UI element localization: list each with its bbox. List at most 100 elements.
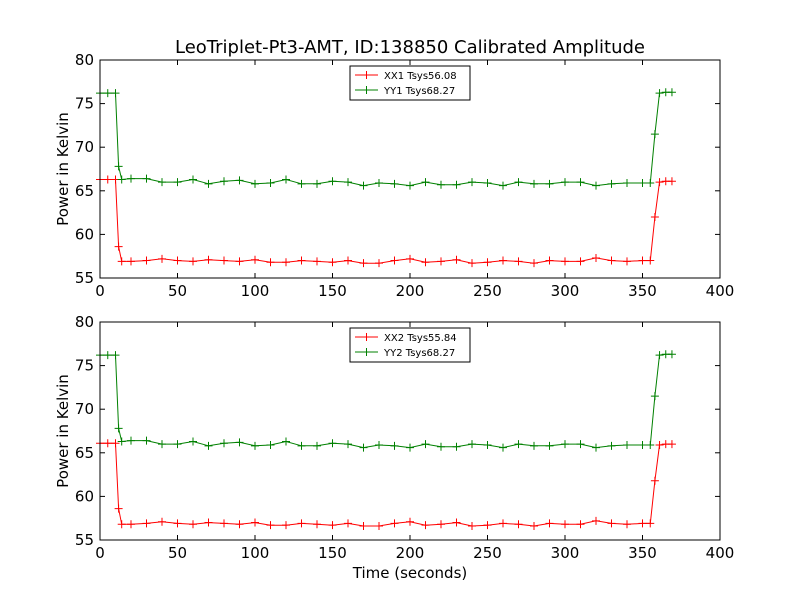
data-point-marker — [235, 438, 244, 447]
data-point-marker — [173, 256, 182, 265]
data-point-marker — [545, 179, 554, 188]
data-point-marker — [142, 519, 151, 528]
legend-marker — [362, 86, 371, 94]
data-point-marker — [375, 440, 383, 449]
plot-frame — [99, 59, 721, 279]
data-point-marker — [220, 439, 228, 448]
data-point-marker — [114, 504, 123, 513]
data-point-marker — [421, 178, 430, 187]
data-point-marker — [650, 130, 659, 139]
data-point-marker — [282, 437, 290, 446]
data-point-marker — [189, 437, 197, 446]
data-point-marker — [375, 522, 383, 531]
data-point-marker — [297, 179, 306, 188]
data-point-marker — [514, 178, 523, 187]
data-point-marker — [468, 259, 476, 268]
data-point-marker — [344, 519, 352, 528]
data-point-marker — [623, 257, 631, 266]
data-point-marker — [251, 179, 259, 188]
data-point-marker — [282, 521, 290, 530]
data-point-marker — [117, 437, 126, 446]
y-tick-label: 70 — [75, 138, 94, 156]
data-point-marker — [437, 257, 445, 266]
legend-entry: YY1 Tsys68.27 — [383, 86, 455, 97]
data-point-marker — [514, 257, 523, 266]
data-point-marker — [530, 522, 538, 531]
data-point-marker — [576, 257, 585, 266]
data-point-marker — [266, 440, 275, 449]
data-point-marker — [282, 258, 290, 267]
data-point-marker — [499, 519, 507, 528]
data-point-marker — [576, 178, 585, 187]
data-point-marker — [406, 254, 414, 263]
data-point-marker — [189, 175, 197, 184]
data-point-marker — [103, 351, 112, 360]
x-tick-label: 300 — [551, 544, 580, 562]
data-point-marker — [655, 440, 664, 449]
y-tick-label: 75 — [75, 95, 94, 113]
data-point-marker — [437, 442, 445, 451]
legend: XX2 Tsys55.84 YY2 Tsys68.27 — [349, 327, 471, 363]
data-point-marker — [452, 255, 461, 264]
data-point-marker — [114, 242, 123, 251]
data-point-marker — [638, 440, 647, 449]
y-tick-label: 65 — [75, 182, 94, 200]
data-point-marker — [344, 178, 352, 187]
data-point-marker — [117, 175, 126, 184]
data-point-marker — [173, 440, 182, 449]
data-point-marker — [158, 254, 166, 263]
data-point-marker — [127, 436, 135, 445]
chart-title: LeoTriplet-Pt3-AMT, ID:138850 Calibrated… — [175, 37, 645, 58]
data-point-marker — [204, 441, 213, 450]
legend-entry: YY2 Tsys68.27 — [383, 348, 455, 359]
data-point-marker — [313, 179, 321, 188]
data-point-marker — [359, 259, 368, 268]
data-point-marker — [328, 177, 337, 186]
data-point-marker — [483, 521, 492, 530]
legend-entry: XX2 Tsys55.84 — [384, 333, 457, 344]
x-tick-label: 200 — [396, 544, 425, 562]
x-tick-label: 150 — [318, 544, 347, 562]
data-point-marker — [220, 256, 228, 265]
data-point-marker — [592, 253, 600, 262]
data-point-marker — [452, 442, 461, 451]
data-point-marker — [158, 517, 166, 526]
y-tick-label: 70 — [75, 400, 94, 418]
data-point-marker — [638, 256, 647, 265]
data-point-marker — [142, 256, 151, 265]
data-point-marker — [499, 181, 507, 190]
data-point-marker — [375, 178, 383, 187]
data-point-marker — [103, 175, 112, 184]
data-point-marker — [623, 178, 631, 187]
data-point-marker — [189, 520, 197, 529]
data-point-marker — [220, 177, 228, 186]
data-point-marker — [127, 174, 135, 183]
data-point-marker — [638, 519, 647, 528]
data-point-marker — [421, 521, 430, 530]
data-point-marker — [530, 441, 538, 450]
data-point-marker — [530, 259, 538, 268]
data-point-marker — [468, 178, 476, 187]
data-point-marker — [655, 351, 664, 360]
data-point-marker — [204, 518, 213, 527]
x-tick-label: 250 — [473, 282, 502, 300]
x-tick-label: 0 — [95, 544, 105, 562]
data-point-marker — [576, 440, 585, 449]
data-point-marker — [468, 440, 476, 449]
x-tick-label: 0 — [95, 282, 105, 300]
data-point-marker — [530, 179, 538, 188]
data-point-marker — [297, 519, 306, 528]
data-point-marker — [592, 516, 600, 525]
data-point-marker — [266, 178, 275, 187]
subplot-top: 0 50 100 150 200 250 300 350 400 55 60 65 70 75 80 Powe… — [54, 51, 734, 300]
data-point-marker — [359, 522, 368, 531]
data-point-marker — [592, 181, 600, 190]
data-point-marker — [483, 440, 492, 449]
data-point-marker — [561, 440, 569, 449]
data-point-marker — [499, 256, 507, 265]
data-point-marker — [328, 439, 337, 448]
data-point-marker — [375, 259, 383, 268]
data-point-marker — [561, 257, 569, 266]
x-tick-label: 100 — [241, 544, 270, 562]
data-point-marker — [266, 521, 275, 530]
